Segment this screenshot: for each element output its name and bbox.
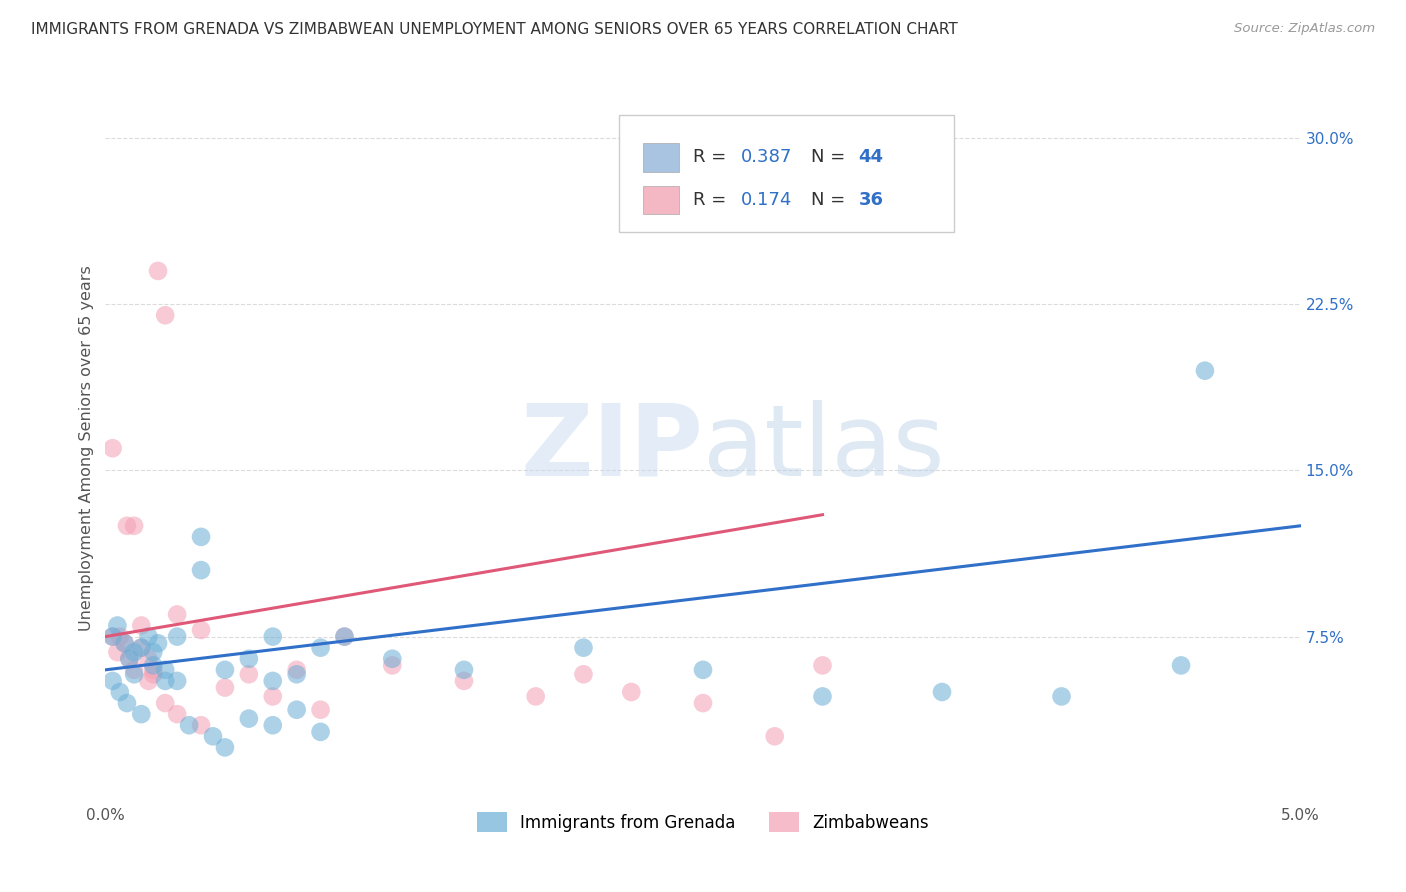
Point	[190, 563, 212, 577]
Point	[453, 663, 475, 677]
Point	[309, 640, 332, 655]
Y-axis label: Unemployment Among Seniors over 65 years: Unemployment Among Seniors over 65 years	[79, 265, 94, 632]
Point	[262, 630, 284, 644]
Point	[285, 703, 308, 717]
Point	[572, 640, 595, 655]
Point	[107, 645, 129, 659]
Text: Source: ZipAtlas.com: Source: ZipAtlas.com	[1234, 22, 1375, 36]
Text: 0.174: 0.174	[741, 191, 793, 209]
Point	[177, 718, 201, 732]
Text: ZIP: ZIP	[520, 400, 703, 497]
Point	[238, 667, 260, 681]
Point	[101, 630, 124, 644]
Point	[155, 308, 177, 322]
Point	[155, 696, 177, 710]
Point	[129, 640, 153, 655]
Point	[114, 636, 136, 650]
Text: N =: N =	[810, 191, 851, 209]
Point	[115, 518, 138, 533]
Point	[118, 652, 141, 666]
Point	[309, 724, 332, 739]
Point	[166, 707, 188, 722]
Text: 36: 36	[858, 191, 883, 209]
Point	[524, 690, 547, 704]
Text: R =: R =	[693, 148, 733, 167]
Point	[262, 690, 284, 704]
Point	[692, 663, 714, 677]
Point	[190, 530, 212, 544]
Point	[115, 696, 138, 710]
Point	[142, 663, 165, 677]
Point	[190, 623, 212, 637]
Point	[572, 667, 595, 681]
Point	[108, 630, 131, 644]
Point	[101, 673, 124, 688]
Point	[101, 630, 124, 644]
FancyBboxPatch shape	[644, 186, 679, 214]
Point	[138, 652, 160, 666]
Point	[114, 636, 136, 650]
Point	[142, 645, 165, 659]
Point	[381, 652, 404, 666]
Point	[453, 673, 475, 688]
Point	[262, 718, 284, 732]
Point	[142, 667, 165, 681]
Point	[214, 740, 236, 755]
Point	[142, 658, 165, 673]
Point	[122, 518, 145, 533]
Point	[146, 264, 169, 278]
Point	[202, 729, 225, 743]
Point	[1050, 690, 1073, 704]
Point	[166, 673, 188, 688]
Point	[190, 718, 212, 732]
Point	[138, 630, 160, 644]
Point	[811, 690, 834, 704]
Point	[166, 630, 188, 644]
Text: 0.387: 0.387	[741, 148, 793, 167]
Point	[309, 703, 332, 717]
Point	[155, 663, 177, 677]
Point	[620, 685, 643, 699]
Point	[1170, 658, 1192, 673]
Point	[214, 663, 236, 677]
Point	[333, 630, 356, 644]
Point	[692, 696, 714, 710]
Point	[811, 658, 834, 673]
Point	[381, 658, 404, 673]
Point	[122, 663, 145, 677]
Point	[129, 640, 153, 655]
Point	[285, 663, 308, 677]
Point	[122, 645, 145, 659]
Point	[122, 667, 145, 681]
Point	[129, 618, 153, 632]
Point	[1194, 364, 1216, 378]
Point	[333, 630, 356, 644]
Point	[155, 673, 177, 688]
Point	[138, 673, 160, 688]
Text: atlas: atlas	[703, 400, 945, 497]
Point	[107, 618, 129, 632]
Point	[931, 685, 953, 699]
Point	[214, 681, 236, 695]
Point	[146, 636, 169, 650]
Point	[118, 652, 141, 666]
Point	[108, 685, 131, 699]
Legend: Immigrants from Grenada, Zimbabweans: Immigrants from Grenada, Zimbabweans	[468, 804, 938, 840]
Point	[129, 707, 153, 722]
Point	[285, 667, 308, 681]
Point	[238, 712, 260, 726]
Point	[262, 673, 284, 688]
Text: IMMIGRANTS FROM GRENADA VS ZIMBABWEAN UNEMPLOYMENT AMONG SENIORS OVER 65 YEARS C: IMMIGRANTS FROM GRENADA VS ZIMBABWEAN UN…	[31, 22, 957, 37]
Point	[101, 441, 124, 455]
Text: 44: 44	[858, 148, 883, 167]
Point	[763, 729, 786, 743]
Text: R =: R =	[693, 191, 733, 209]
Point	[238, 652, 260, 666]
FancyBboxPatch shape	[619, 115, 953, 232]
FancyBboxPatch shape	[644, 144, 679, 171]
Point	[166, 607, 188, 622]
Text: N =: N =	[810, 148, 851, 167]
